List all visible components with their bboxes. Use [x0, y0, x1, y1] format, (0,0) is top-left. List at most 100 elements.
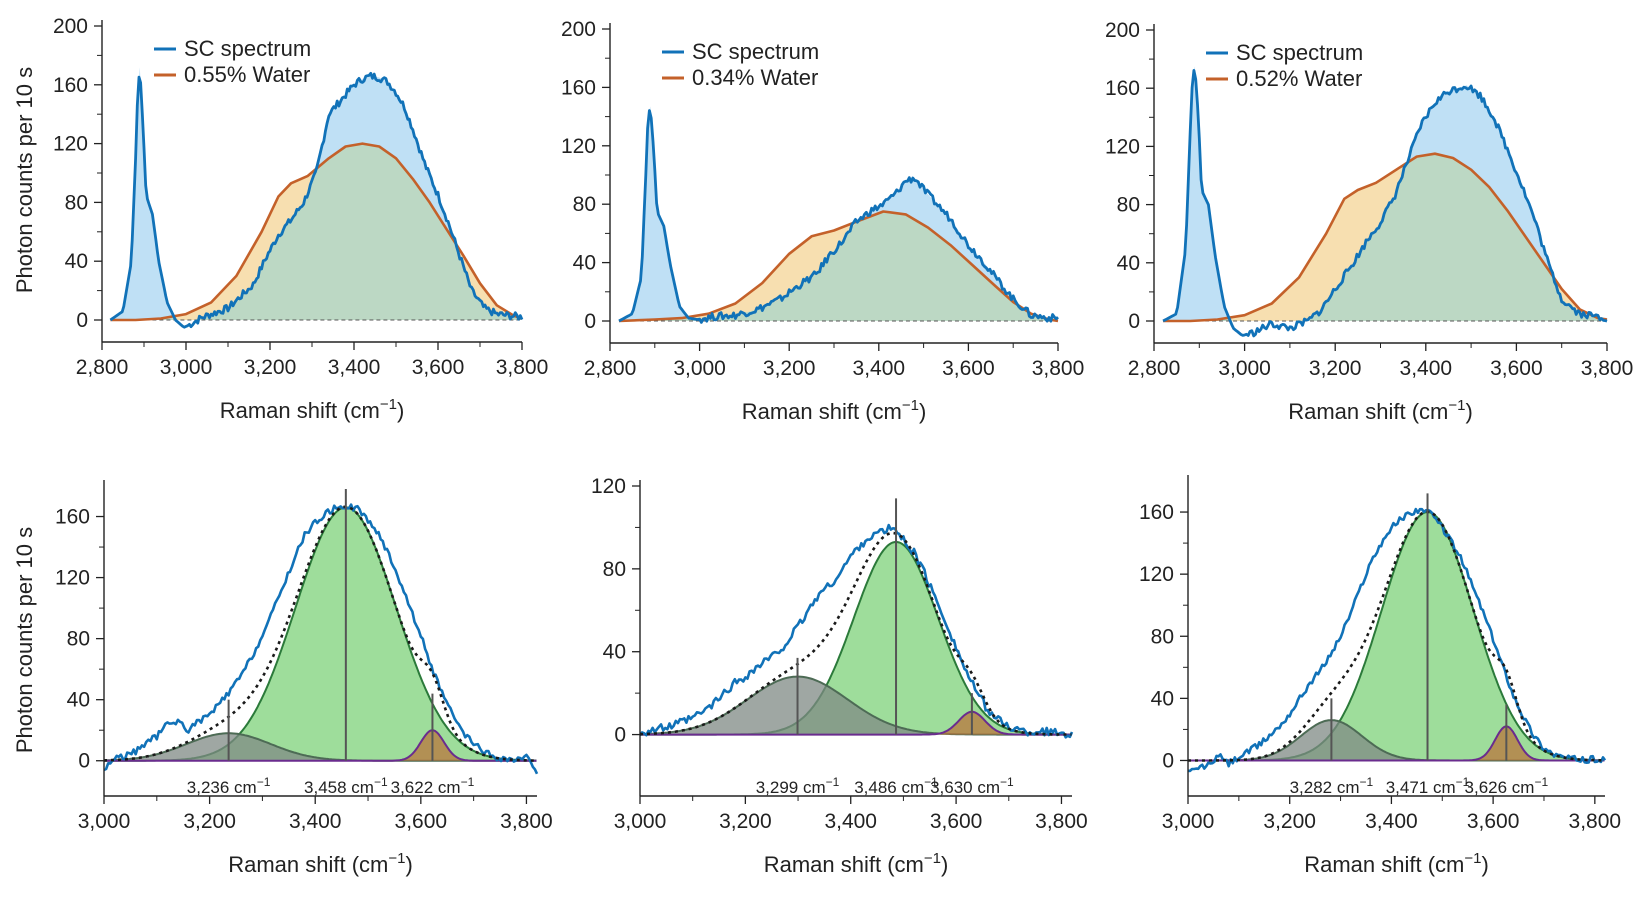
y-tick-label: 40 [1117, 252, 1140, 275]
sc-spectrum-curve [109, 71, 524, 329]
water-curve [110, 142, 523, 322]
y-tick-label: 0 [1162, 749, 1174, 772]
x-tick-label: 3,800 [496, 356, 549, 379]
x-tick-label: 3,000 [78, 810, 131, 833]
x-tick-label: 3,200 [1309, 357, 1362, 380]
measured-spectrum-curve [103, 503, 539, 775]
y-tick-label: 120 [53, 133, 88, 156]
x-tick-label: 3,200 [244, 356, 297, 379]
x-tick-label: 3,800 [1581, 357, 1634, 380]
total-fit-curve [1188, 510, 1605, 762]
y-tick-label: 40 [65, 250, 88, 273]
panel-top-middle: 0 40 80 120 160 200 2,800 3,000 3,200 3,400 3,600 3… [561, 18, 1084, 424]
component-fill-2 [1188, 726, 1605, 761]
component-curve-2 [104, 729, 537, 762]
x-tick-label: 2,800 [76, 356, 129, 379]
component-curve-2 [1188, 725, 1605, 762]
x-tick-label: 3,400 [853, 357, 906, 380]
x-tick-label: 3,600 [1490, 357, 1543, 380]
y-tick-label: 120 [1139, 563, 1174, 586]
x-tick-label: 3,800 [1035, 810, 1088, 833]
x-axis-label: Raman shift (cm−1) [1288, 397, 1473, 424]
legend-label-water: 0.34% Water [692, 65, 818, 90]
y-tick-label: 0 [584, 310, 596, 333]
y-tick-label: 160 [561, 76, 596, 99]
component-fill-0 [104, 733, 537, 761]
total-fit-curve [103, 505, 537, 762]
legend-label-sc: SC spectrum [692, 39, 819, 64]
y-tick-label: 0 [614, 724, 626, 747]
legend-label-water: 0.55% Water [184, 62, 310, 87]
x-tick-label: 3,600 [1467, 810, 1520, 833]
y-tick-label: 200 [1105, 19, 1140, 42]
peak-label-2: 3,626 cm−1 [1465, 775, 1549, 797]
y-tick-label: 40 [1151, 687, 1174, 710]
water-curve [1163, 152, 1608, 323]
y-tick-label: 40 [67, 689, 90, 712]
x-tick-label: 3,000 [614, 810, 667, 833]
x-tick-label: 3,800 [500, 810, 553, 833]
x-tick-label: 3,600 [942, 357, 995, 380]
measured-spectrum-curve [638, 523, 1074, 739]
panel-bottom-left: 3,236 cm−1 3,458 cm−1 3,622 cm−1 0 40 80 120 16… [55, 480, 553, 877]
x-tick-label: 3,400 [289, 810, 342, 833]
y-tick-label: 160 [1139, 501, 1174, 524]
x-tick-label: 3,000 [1162, 810, 1215, 833]
y-tick-label: 120 [561, 135, 596, 158]
x-axis-label: Raman shift (cm−1) [220, 396, 405, 423]
y-tick-label: 0 [76, 309, 88, 332]
legend-label-water: 0.52% Water [1236, 66, 1362, 91]
x-tick-label: 3,600 [412, 356, 465, 379]
y-tick-label: 80 [67, 628, 90, 651]
overlap-fill-area [619, 211, 1058, 321]
x-tick-label: 3,000 [1218, 357, 1271, 380]
component-fill-1 [1188, 512, 1605, 761]
x-tick-label: 3,400 [1400, 357, 1453, 380]
y-tick-label: 80 [1151, 625, 1174, 648]
x-axis-label: Raman shift (cm−1) [764, 850, 949, 877]
panel-bottom-right: 3,282 cm−1 3,471 cm−13,626 cm−1 0 40 80 120 16… [1139, 475, 1621, 877]
peak-label-2: 3,630 cm−1 [930, 775, 1014, 797]
x-tick-label: 3,600 [395, 810, 448, 833]
panel-top-left: 0 40 80 120 160 200 2,800 3,000 3,200 3,400 3,600 3… [53, 15, 548, 423]
x-tick-label: 3,000 [160, 356, 213, 379]
x-axis-label: Raman shift (cm−1) [228, 850, 413, 877]
x-tick-label: 3,400 [1365, 810, 1418, 833]
component-curve-0 [1188, 719, 1605, 762]
y-tick-label: 160 [1105, 77, 1140, 100]
component-curve-2 [640, 710, 1072, 736]
component-fill-1 [640, 541, 1072, 735]
y-tick-label: 200 [561, 18, 596, 41]
y-tick-label: 80 [65, 191, 88, 214]
peak-label-1: 3,486 cm−1 [854, 775, 938, 797]
peak-label-1: 3,458 cm−1 [304, 775, 388, 797]
overlap-fill-area [1163, 153, 1607, 321]
x-tick-label: 3,600 [930, 810, 983, 833]
x-tick-label: 3,800 [1569, 810, 1622, 833]
measured-spectrum-curve [1187, 507, 1607, 773]
x-tick-label: 3,200 [719, 810, 772, 833]
component-fill-2 [104, 730, 537, 761]
y-tick-label: 120 [1105, 135, 1140, 158]
x-tick-label: 3,200 [763, 357, 816, 380]
y-tick-label: 160 [53, 74, 88, 97]
x-tick-label: 3,200 [183, 810, 236, 833]
legend-label-sc: SC spectrum [184, 36, 311, 61]
y-tick-label: 40 [603, 641, 626, 664]
sc-spectrum-curve [618, 109, 1059, 324]
y-tick-label: 200 [53, 15, 88, 38]
y-tick-label: 0 [1128, 310, 1140, 333]
component-fill-2 [640, 711, 1072, 735]
x-tick-label: 3,400 [328, 356, 381, 379]
y-tick-label: 40 [573, 252, 596, 275]
component-curve-0 [639, 675, 1072, 736]
y-axis-label-bottom: Photon counts per 10 s [12, 527, 37, 753]
legend-label-sc: SC spectrum [1236, 40, 1363, 65]
x-tick-label: 3,800 [1032, 357, 1085, 380]
x-tick-label: 3,000 [673, 357, 726, 380]
x-tick-label: 2,800 [584, 357, 637, 380]
component-fill-0 [1188, 720, 1605, 761]
y-tick-label: 80 [603, 558, 626, 581]
y-axis-label-top: Photon counts per 10 s [12, 67, 37, 293]
y-tick-label: 120 [55, 567, 90, 590]
